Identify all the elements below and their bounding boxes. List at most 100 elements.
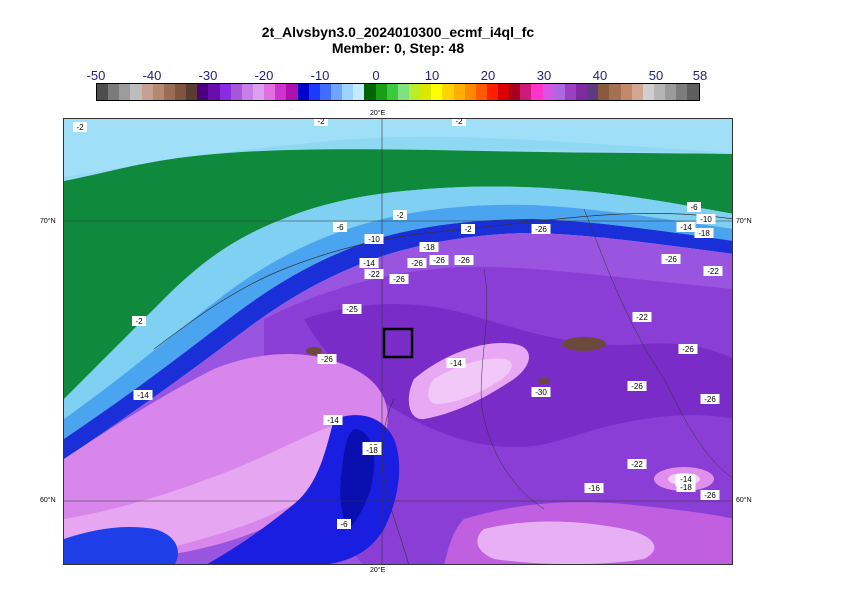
colorbar-tick-label: 58 [692,68,708,83]
cold-spot-center [538,378,550,384]
lat-label-70-right: 70°N [736,218,752,225]
colorbar-tick-label: -40 [142,68,162,83]
sw-sea [64,527,178,564]
lat-label-60-right: 60°N [736,497,752,504]
station-box [382,327,414,359]
colorbar-swatch [308,84,320,100]
colorbar-swatch [252,84,265,100]
contour-label: -14 [137,391,149,400]
arctic-top-sea [64,119,732,177]
contour-label: -2 [317,119,325,126]
contour-label-bg [73,122,87,132]
colorbar-swatch [576,84,588,100]
contour-label-bg [696,214,716,224]
colorbar-swatch [431,84,443,100]
contour-label: -6 [690,203,698,212]
contour-label: -18 [698,229,710,238]
colorbar-swatch [241,84,253,100]
colorbar-swatch [598,84,610,100]
colorbar-swatch [498,84,510,100]
colorbar-swatch [542,84,554,100]
colorbar-tick-label: -10 [310,68,330,83]
colorbar-tick-label: 10 [424,68,440,83]
colorbar-tick-label: -20 [254,68,274,83]
colorbar-swatch [186,84,198,100]
contour-label: -14 [327,416,339,425]
contour-label: -26 [631,382,643,391]
colorbar-tick-label: -50 [86,68,106,83]
colorbar-swatch [486,84,499,100]
sea-ice-green-area [64,149,732,399]
contour-label: -14 [450,359,462,368]
colorbar-swatch [141,84,153,100]
contour-label-bg [627,459,647,469]
colorbar-swatch [420,84,432,100]
colorbar-swatch [330,84,343,100]
colorbar-swatch [408,84,421,100]
temperature-map: -2 -2 -2 -2 -2 -2 -6 -6 -10 -10 -14 -18 -18 -14 -22 -26… [63,118,733,565]
contour-label: -6 [336,223,344,232]
contour-label-bg [362,445,382,455]
contour-label-bg [407,258,427,268]
colorbar-swatch [130,84,142,100]
colorbar-swatch [386,84,398,100]
colorbar-tick-label: 30 [536,68,552,83]
colorbar-swatch [564,84,577,100]
contour-label: -14 [363,259,375,268]
colorbar-swatch [97,84,109,100]
colorbar-swatch [676,84,688,100]
contour-label-bg [419,242,439,252]
colorbar-swatch [531,84,543,100]
contour-label-bg [632,312,652,322]
contour-label-bg [703,266,723,276]
cold-spot-east [562,337,606,351]
contour-label: -18 [366,446,378,455]
contour-label-bg [333,222,347,232]
colorbar-tick-label: -30 [198,68,218,83]
coastal-blue [64,204,732,439]
contour-label: -2 [455,119,463,126]
colorbar-swatch [453,84,465,100]
border-russia [583,208,732,478]
lon-label-bottom: 20°E [370,567,386,574]
land-light-pink-se [477,521,655,564]
contour-label: -30 [535,388,547,397]
coastal-dark-blue [64,219,732,459]
contour-label-bg [454,255,474,265]
contour-label-bg [133,390,153,400]
colorbar-tick-label: 20 [480,68,496,83]
contour-label: -26 [682,345,694,354]
coastline-bothnia [381,398,409,564]
colorbar-swatch [174,84,187,100]
contour-label-bg [661,254,681,264]
contour-label: -22 [707,267,719,276]
contour-label-bg [317,354,337,364]
coastal-light-blue [64,186,732,419]
contour-label-bg [429,255,449,265]
contour-label: -26 [393,275,405,284]
contour-label: -2 [76,123,84,132]
colorbar-swatch [665,84,677,100]
contour-label-bg [389,274,409,284]
colorbar-swatch [631,84,643,100]
colorbar-swatch [442,84,454,100]
contour-label: -10 [700,215,712,224]
colorbar-swatch [297,84,309,100]
map-svg: -2-2 -2-2-2-2-6-6-10-10-14-18-18-14-22-26… [64,119,732,564]
colorbar-swatch [553,84,565,100]
contour-label-bg [342,304,362,314]
colorbar-swatch [364,84,376,100]
contour-label-bg [687,202,701,212]
lat-label-60-left: 60°N [40,497,56,504]
contour-label: -16 [588,484,600,493]
colorbar-swatch [687,84,699,100]
contour-label: -6 [340,520,348,529]
contour-label: -26 [665,255,677,264]
colorbar-swatch [275,84,287,100]
colorbar-swatch [208,84,220,100]
contour-label: -10 [368,235,380,244]
contour-label: -18 [423,243,435,252]
colorbar-swatch [353,84,365,100]
contour-label-bg [694,228,714,238]
contour-label-bg [337,519,351,529]
